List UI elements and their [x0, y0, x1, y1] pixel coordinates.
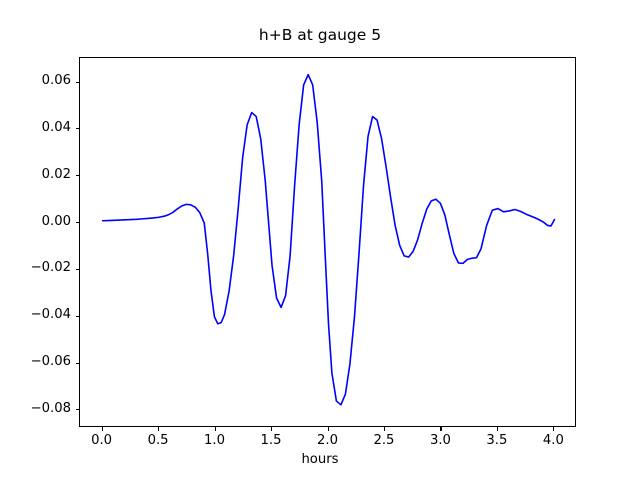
y-tick-mark: [75, 81, 79, 83]
x-tick-label: 2.0: [317, 433, 338, 448]
x-tick-label: 4.0: [542, 433, 564, 448]
data-series-line: [101, 73, 556, 406]
x-tick-label: 3.5: [486, 433, 508, 448]
y-tick-label: 0.00: [41, 213, 71, 229]
x-tick-label: 3.0: [429, 433, 451, 448]
y-tick-label: 0.04: [41, 119, 71, 135]
x-tick-mark: [496, 427, 498, 431]
x-tick-mark: [327, 427, 329, 431]
x-tick-mark: [553, 427, 555, 431]
x-tick-label: 1.0: [204, 433, 226, 448]
x-tick-mark: [383, 427, 386, 431]
y-tick-mark: [75, 268, 79, 270]
x-tick-label: 1.5: [260, 433, 282, 448]
y-tick-label: −0.06: [30, 354, 71, 370]
y-tick-label: 0.02: [41, 166, 71, 182]
y-tick-mark: [75, 222, 79, 224]
plot-canvas: [101, 73, 556, 406]
y-tick-mark: [75, 128, 79, 130]
x-tick-mark: [214, 427, 216, 431]
y-tick-mark: [75, 409, 79, 411]
x-tick-mark: [440, 427, 442, 431]
x-tick-mark: [158, 427, 160, 431]
chart-title: h+B at gauge 5: [258, 26, 382, 44]
y-tick-mark: [75, 362, 79, 364]
y-tick-label: −0.02: [30, 260, 71, 276]
y-tick-mark: [75, 315, 79, 317]
y-tick-label: −0.08: [30, 400, 71, 416]
x-tick-label: 0.5: [147, 433, 169, 448]
plot-axes: [79, 57, 576, 427]
y-tick-mark: [75, 175, 79, 177]
x-axis-label: hours: [301, 452, 339, 467]
x-tick-mark: [101, 427, 103, 431]
y-tick-label: −0.04: [30, 307, 71, 323]
x-tick-label: 2.5: [373, 433, 395, 448]
x-tick-mark: [271, 427, 273, 431]
x-tick-label: 0.0: [91, 433, 113, 448]
y-tick-label: 0.06: [41, 73, 71, 89]
